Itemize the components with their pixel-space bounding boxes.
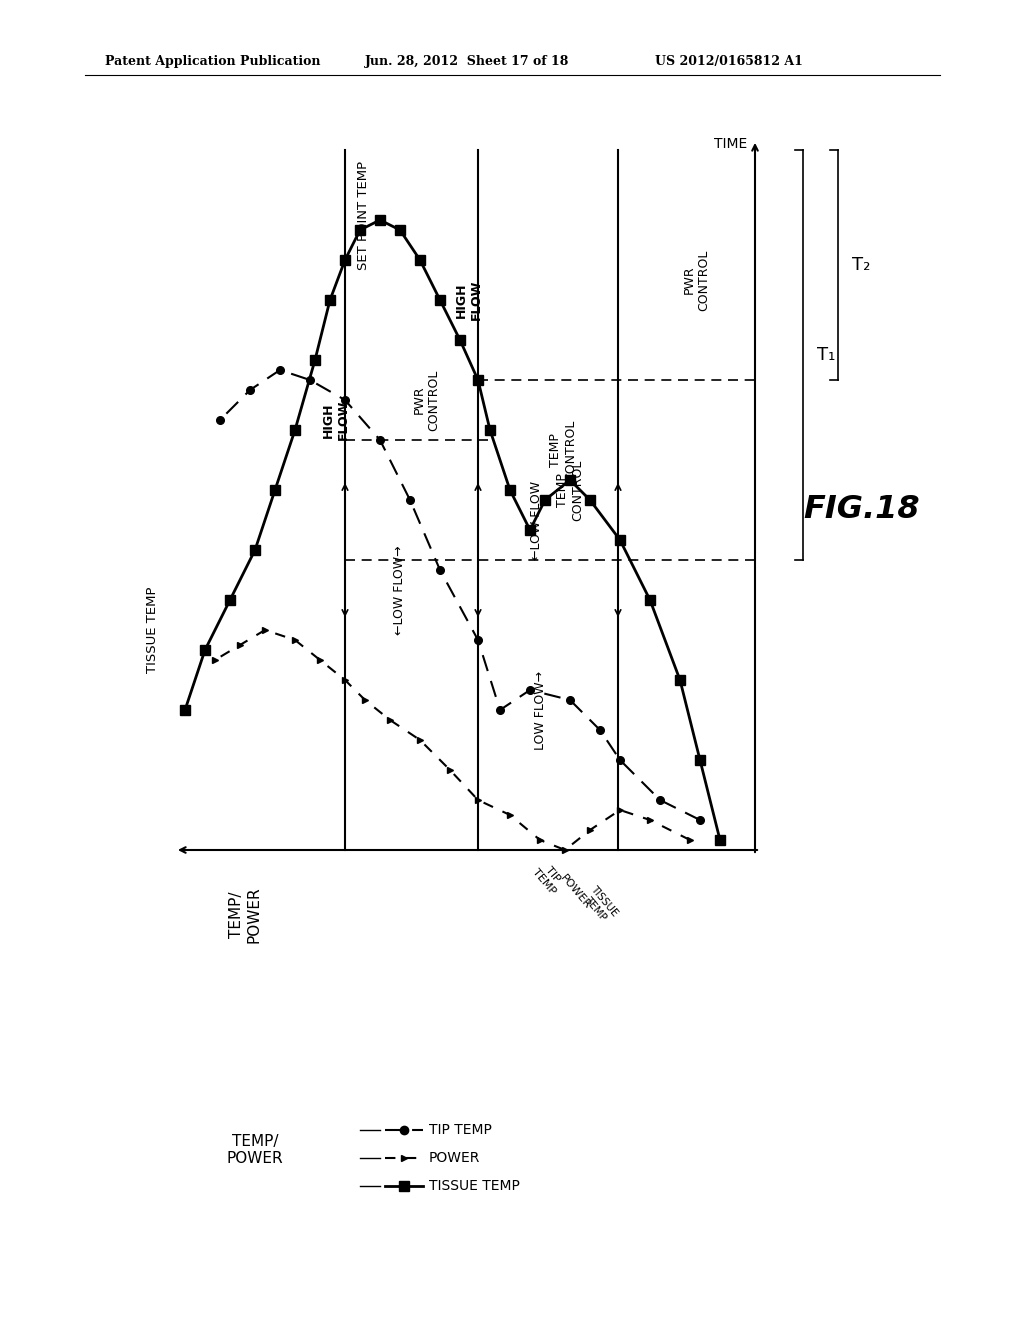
Text: Jun. 28, 2012  Sheet 17 of 18: Jun. 28, 2012 Sheet 17 of 18 — [365, 55, 569, 69]
Text: US 2012/0165812 A1: US 2012/0165812 A1 — [655, 55, 803, 69]
Text: T₁: T₁ — [817, 346, 836, 364]
Text: POWER: POWER — [558, 873, 592, 911]
Text: TEMP/
POWER: TEMP/ POWER — [228, 887, 261, 944]
Text: ←LOW FLOW: ←LOW FLOW — [529, 480, 543, 560]
Text: TEMP
CONTROL: TEMP CONTROL — [549, 420, 577, 480]
Text: TIP TEMP: TIP TEMP — [429, 1123, 492, 1137]
Text: ←LOW FLOW→: ←LOW FLOW→ — [393, 545, 406, 635]
Text: FIG.18: FIG.18 — [804, 495, 921, 525]
Text: LOW FLOW→: LOW FLOW→ — [534, 671, 547, 750]
Text: POWER: POWER — [429, 1151, 480, 1166]
Text: TEMP/
POWER: TEMP/ POWER — [226, 1134, 284, 1166]
Text: PWR
CONTROL: PWR CONTROL — [413, 370, 440, 430]
Text: T₂: T₂ — [852, 256, 870, 275]
Text: TIP
TEMP: TIP TEMP — [530, 859, 566, 896]
Text: TIME: TIME — [714, 137, 746, 150]
Text: TISSUE TEMP: TISSUE TEMP — [429, 1179, 520, 1193]
Text: Patent Application Publication: Patent Application Publication — [105, 55, 321, 69]
Text: TEMP
CONTROL: TEMP CONTROL — [556, 459, 584, 520]
Text: SET POINT TEMP: SET POINT TEMP — [357, 161, 370, 269]
Text: TISSUE TEMP: TISSUE TEMP — [146, 587, 160, 673]
Text: HIGH
FLOW: HIGH FLOW — [455, 280, 483, 321]
Text: HIGH
FLOW: HIGH FLOW — [322, 400, 350, 440]
Text: PWR
CONTROL: PWR CONTROL — [683, 249, 711, 310]
Text: TISSUE
TEMP: TISSUE TEMP — [580, 884, 620, 925]
